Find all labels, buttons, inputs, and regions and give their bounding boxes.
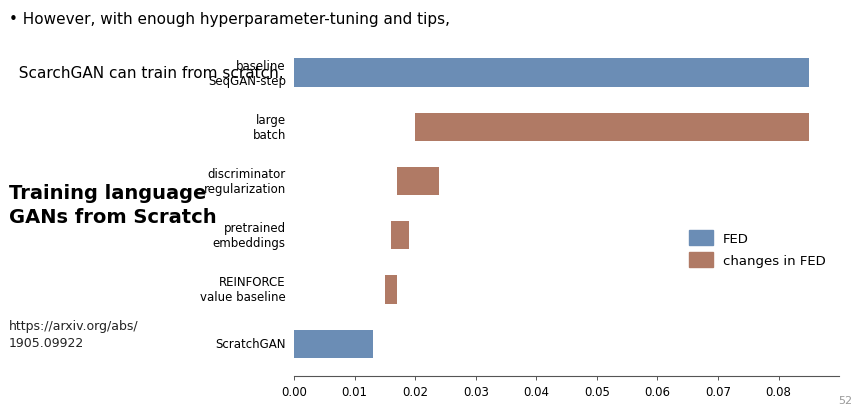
Text: Training language
GANs from Scratch: Training language GANs from Scratch <box>9 184 216 227</box>
Bar <box>415 113 809 142</box>
Bar <box>294 59 809 88</box>
Bar <box>294 330 373 358</box>
Text: 52: 52 <box>838 395 852 405</box>
Legend: FED, changes in FED: FED, changes in FED <box>682 224 832 274</box>
Text: ScarchGAN can train from scratch.: ScarchGAN can train from scratch. <box>9 65 283 81</box>
Bar <box>385 276 397 304</box>
Bar <box>397 167 439 196</box>
Bar <box>391 222 409 250</box>
Text: • However, with enough hyperparameter-tuning and tips,: • However, with enough hyperparameter-tu… <box>9 12 450 27</box>
Text: https://arxiv.org/abs/
1905.09922: https://arxiv.org/abs/ 1905.09922 <box>9 319 138 349</box>
